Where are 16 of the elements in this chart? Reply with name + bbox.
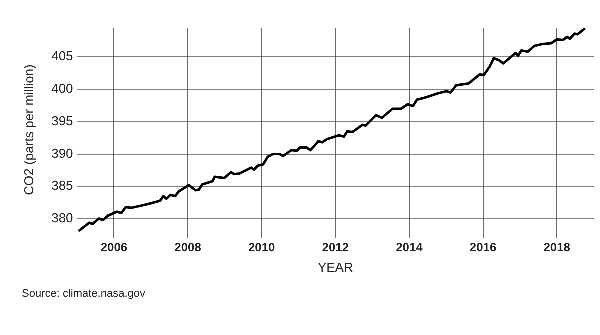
y-tick-label: 390: [52, 146, 74, 161]
y-tick-label: 400: [52, 81, 74, 96]
y-tick-label: 385: [52, 178, 74, 194]
y-tick-label: 395: [52, 113, 74, 128]
y-tick-label: 380: [52, 210, 74, 226]
x-tick-label: 2006: [100, 240, 128, 255]
source-note: Source: climate.nasa.gov: [22, 288, 147, 300]
x-axis-title: YEAR: [318, 260, 354, 275]
x-tick-label: 2010: [248, 240, 276, 255]
x-tick-label: 2012: [322, 240, 350, 255]
x-tick-label: 2014: [396, 240, 424, 255]
y-tick-label: 405: [52, 48, 74, 64]
x-tick-label: 2016: [470, 240, 497, 255]
y-axis-title: CO2 (parts per million): [21, 64, 36, 196]
x-tick-label: 2018: [544, 240, 571, 255]
x-tick-label: 2008: [174, 240, 202, 255]
